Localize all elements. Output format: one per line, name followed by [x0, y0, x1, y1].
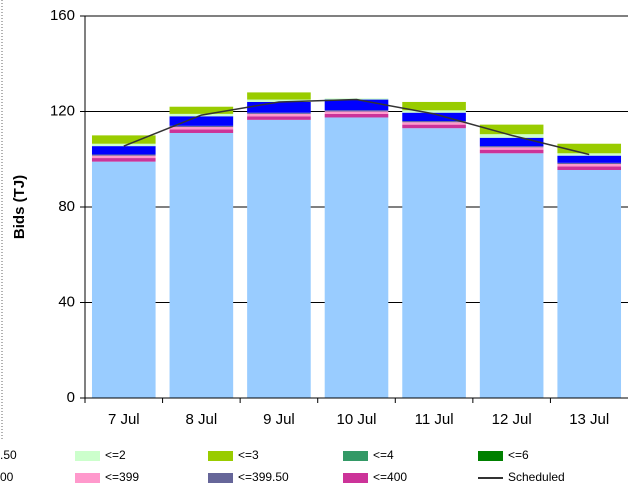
bar-segment	[479, 153, 544, 398]
bar-segment	[324, 110, 389, 112]
bar-segment	[557, 143, 622, 154]
bar-segment	[91, 154, 156, 156]
y-tick-label: 160	[50, 7, 75, 24]
x-tick-label: 13 Jul	[569, 411, 609, 428]
bar-segment	[91, 158, 156, 162]
bar-segment	[402, 101, 466, 111]
legend-label: <=400	[373, 470, 407, 484]
bar-segment	[324, 117, 389, 398]
bar-segment	[91, 143, 156, 147]
bar-segment	[479, 147, 544, 150]
y-tick-label: 80	[58, 198, 75, 215]
bar-segment	[91, 161, 156, 398]
bar-segment	[169, 129, 234, 133]
legend-label: <=3	[238, 448, 259, 462]
bar-segment	[169, 106, 234, 114]
legend-label: <=6	[508, 448, 529, 462]
x-tick-label: 9 Jul	[263, 411, 295, 428]
bar-segment	[247, 116, 311, 120]
legend-swatch	[75, 473, 100, 483]
bar-segment	[402, 122, 466, 125]
bar-segment	[247, 101, 311, 113]
x-tick-label: 10 Jul	[336, 411, 376, 428]
bar-segment	[479, 124, 544, 135]
legend-swatch	[75, 451, 100, 461]
bar-segment	[169, 116, 234, 126]
bar-segment	[402, 112, 466, 122]
bar-segment	[402, 121, 466, 123]
bar-segment	[91, 146, 156, 155]
bar-segment	[557, 155, 622, 163]
legend-label: <=399.50	[238, 470, 289, 484]
bar-segment	[479, 146, 544, 148]
bar-segment	[169, 127, 234, 130]
bar-segment	[557, 169, 622, 398]
x-tick-label: 8 Jul	[186, 411, 218, 428]
bar-segment	[169, 132, 234, 399]
legend-swatch	[478, 451, 503, 461]
legend-swatch	[208, 473, 233, 483]
bar-segment	[557, 162, 622, 165]
legend-swatch	[208, 451, 233, 461]
bar-segment	[479, 137, 544, 147]
bar-segment	[91, 155, 156, 159]
x-tick-label: 12 Jul	[492, 411, 532, 428]
y-tick-label: 120	[50, 102, 75, 119]
bar-segment	[247, 119, 311, 398]
y-tick-label: 40	[58, 293, 75, 310]
y-axis-label: Bids (TJ)	[11, 175, 28, 239]
bar-segment	[479, 149, 544, 154]
legend-label: <=4	[373, 448, 394, 462]
bar-segment	[324, 99, 389, 111]
bar-segment	[91, 135, 156, 144]
legend-label: .50	[0, 448, 17, 462]
legend-label: <=399	[105, 470, 139, 484]
bar-segment	[324, 113, 389, 118]
legend-swatch	[343, 451, 368, 461]
scheduled-line	[123, 98, 590, 156]
bar-segment	[169, 125, 234, 128]
bar-segment	[557, 166, 622, 170]
legend-label: Scheduled	[508, 470, 565, 484]
x-tick-label: 11 Jul	[415, 411, 454, 428]
bar-segment	[247, 92, 311, 100]
legend-label: <=2	[105, 448, 126, 462]
legend-swatch	[343, 473, 368, 483]
x-tick-label: 7 Jul	[108, 411, 140, 428]
bar-segment	[247, 113, 311, 117]
bar-segment	[402, 124, 466, 129]
bar-segment	[402, 110, 466, 113]
y-tick-label: 0	[67, 389, 75, 406]
legend-label: 00	[0, 470, 14, 484]
bar-segment	[402, 128, 466, 398]
bar-segment	[324, 111, 389, 114]
bar-segment	[247, 112, 311, 114]
bar-segment	[557, 164, 622, 167]
bar-segment	[247, 99, 311, 102]
